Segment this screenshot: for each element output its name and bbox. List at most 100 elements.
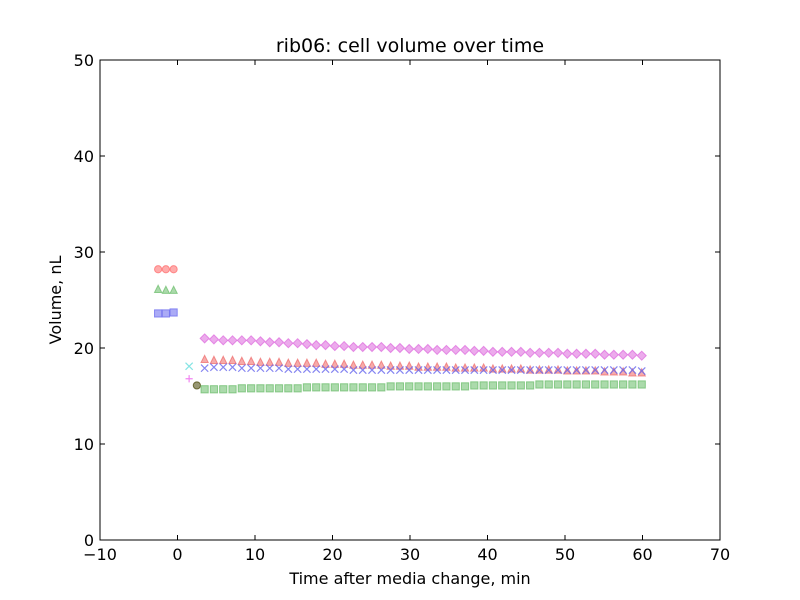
x-tick-label: 10 xyxy=(245,545,265,564)
x-tick-label: 70 xyxy=(710,545,730,564)
data-point-x xyxy=(470,366,479,375)
data-point-diamond xyxy=(292,337,303,349)
data-point-diamond xyxy=(617,349,629,360)
data-point-x xyxy=(386,366,395,375)
data-point-x xyxy=(581,366,590,375)
data-point-square xyxy=(451,382,460,391)
data-point-x xyxy=(488,366,497,375)
series-4 xyxy=(185,375,193,383)
data-point-square xyxy=(169,308,178,317)
data-point-x xyxy=(423,366,432,375)
data-point-diamond xyxy=(199,333,210,344)
data-point-square xyxy=(479,381,488,390)
data-point-x xyxy=(321,365,330,374)
data-point-x xyxy=(228,363,237,372)
data-point-x xyxy=(451,366,460,375)
data-point-square xyxy=(470,381,479,390)
series-3 xyxy=(185,362,194,371)
data-point-diamond xyxy=(376,341,387,353)
data-point-diamond xyxy=(218,335,229,346)
x-tick-label: 60 xyxy=(632,545,652,564)
data-point-x xyxy=(368,366,377,375)
data-point-x xyxy=(312,365,321,374)
data-point-square xyxy=(423,382,432,391)
data-point-square xyxy=(200,385,209,394)
series-8 xyxy=(200,363,646,376)
data-point-square xyxy=(395,382,405,391)
data-point-triangle xyxy=(358,359,368,369)
data-point-diamond xyxy=(534,347,545,359)
data-point-x xyxy=(516,366,525,375)
y-axis-title: Volume, nL xyxy=(46,256,65,345)
data-point-diamond xyxy=(338,340,350,352)
data-point-triangle xyxy=(339,359,349,368)
data-point-diamond xyxy=(524,347,536,359)
data-point-square xyxy=(274,384,284,393)
data-point-square xyxy=(544,380,553,389)
data-point-x xyxy=(433,366,442,375)
data-point-x xyxy=(600,366,609,375)
data-point-diamond xyxy=(552,347,564,359)
x-tick-label: 0 xyxy=(172,545,182,564)
data-point-diamond xyxy=(441,344,452,356)
data-point-triangle xyxy=(265,357,275,366)
x-tick-label: 20 xyxy=(322,545,342,564)
data-point-square xyxy=(228,385,237,394)
data-point-square xyxy=(488,381,498,390)
data-point-square xyxy=(358,383,367,392)
data-point-diamond xyxy=(627,349,638,360)
data-point-square xyxy=(414,382,423,391)
y-tick-label: 50 xyxy=(74,51,94,70)
data-point-x xyxy=(256,364,265,373)
data-point-diamond xyxy=(236,335,248,346)
data-point-triangle xyxy=(311,358,321,367)
data-point-triangle xyxy=(161,285,171,294)
data-point-triangle xyxy=(246,356,256,365)
data-point-square xyxy=(284,384,293,393)
data-point-x xyxy=(414,366,423,375)
data-point-x xyxy=(293,365,302,374)
data-point-x xyxy=(265,364,274,373)
data-point-x xyxy=(330,365,339,374)
data-point-diamond xyxy=(543,347,554,359)
data-point-x xyxy=(395,366,404,375)
y-tick-label: 20 xyxy=(74,339,94,358)
series-5 xyxy=(192,381,201,390)
data-point-square xyxy=(460,382,470,391)
data-point-square xyxy=(516,381,525,390)
data-point-diamond xyxy=(497,346,508,358)
data-point-x xyxy=(275,364,284,373)
data-point-triangle xyxy=(200,354,210,364)
data-point-square xyxy=(619,380,628,389)
series-9 xyxy=(200,380,646,394)
data-point-square xyxy=(507,381,516,390)
series-6 xyxy=(199,333,647,361)
data-point-square xyxy=(442,382,451,391)
data-point-triangle xyxy=(209,355,219,364)
data-point-square xyxy=(563,380,572,389)
data-point-diamond xyxy=(385,342,396,354)
data-point-x xyxy=(479,366,488,375)
data-point-diamond xyxy=(580,348,592,359)
data-point-diamond xyxy=(608,349,620,360)
data-point-x xyxy=(405,366,414,375)
data-point-triangle xyxy=(218,355,228,364)
data-point-diamond xyxy=(366,341,378,353)
data-point-x xyxy=(526,366,535,375)
data-point-square xyxy=(219,385,228,394)
data-point-diamond xyxy=(394,342,406,354)
data-point-diamond xyxy=(348,341,359,353)
data-point-diamond xyxy=(469,345,480,357)
data-point-triangle xyxy=(321,359,330,368)
series-1 xyxy=(153,284,179,294)
data-point-x xyxy=(637,367,646,376)
data-point-circle xyxy=(169,265,178,274)
data-point-x xyxy=(609,366,618,375)
data-point-square xyxy=(367,383,377,392)
data-point-square xyxy=(247,384,256,393)
data-point-plus xyxy=(185,375,193,383)
data-point-square xyxy=(237,384,246,393)
data-point-square xyxy=(377,383,386,392)
